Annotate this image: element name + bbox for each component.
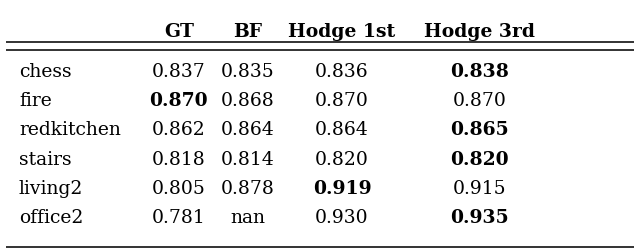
Text: office2: office2 (19, 208, 83, 226)
Text: 0.870: 0.870 (150, 92, 208, 110)
Text: BF: BF (234, 23, 262, 41)
Text: Hodge 1st: Hodge 1st (289, 23, 396, 41)
Text: 0.878: 0.878 (221, 179, 275, 197)
Text: 0.820: 0.820 (451, 150, 509, 168)
Text: 0.818: 0.818 (152, 150, 205, 168)
Text: nan: nan (230, 208, 266, 226)
Text: 0.838: 0.838 (451, 63, 509, 81)
Text: 0.864: 0.864 (221, 121, 275, 139)
Text: redkitchen: redkitchen (19, 121, 121, 139)
Text: 0.837: 0.837 (152, 63, 205, 81)
Text: stairs: stairs (19, 150, 72, 168)
Text: 0.870: 0.870 (453, 92, 507, 110)
Text: 0.865: 0.865 (451, 121, 509, 139)
Text: 0.862: 0.862 (152, 121, 205, 139)
Text: living2: living2 (19, 179, 83, 197)
Text: 0.781: 0.781 (152, 208, 205, 226)
Text: 0.835: 0.835 (221, 63, 275, 81)
Text: 0.935: 0.935 (451, 208, 509, 226)
Text: 0.836: 0.836 (315, 63, 369, 81)
Text: 0.820: 0.820 (315, 150, 369, 168)
Text: 0.868: 0.868 (221, 92, 275, 110)
Text: 0.930: 0.930 (315, 208, 369, 226)
Text: GT: GT (164, 23, 194, 41)
Text: 0.805: 0.805 (152, 179, 206, 197)
Text: fire: fire (19, 92, 52, 110)
Text: 0.864: 0.864 (315, 121, 369, 139)
Text: 0.919: 0.919 (312, 179, 371, 197)
Text: chess: chess (19, 63, 72, 81)
Text: 0.814: 0.814 (221, 150, 275, 168)
Text: 0.870: 0.870 (315, 92, 369, 110)
Text: Hodge 3rd: Hodge 3rd (424, 23, 536, 41)
Text: 0.915: 0.915 (453, 179, 507, 197)
